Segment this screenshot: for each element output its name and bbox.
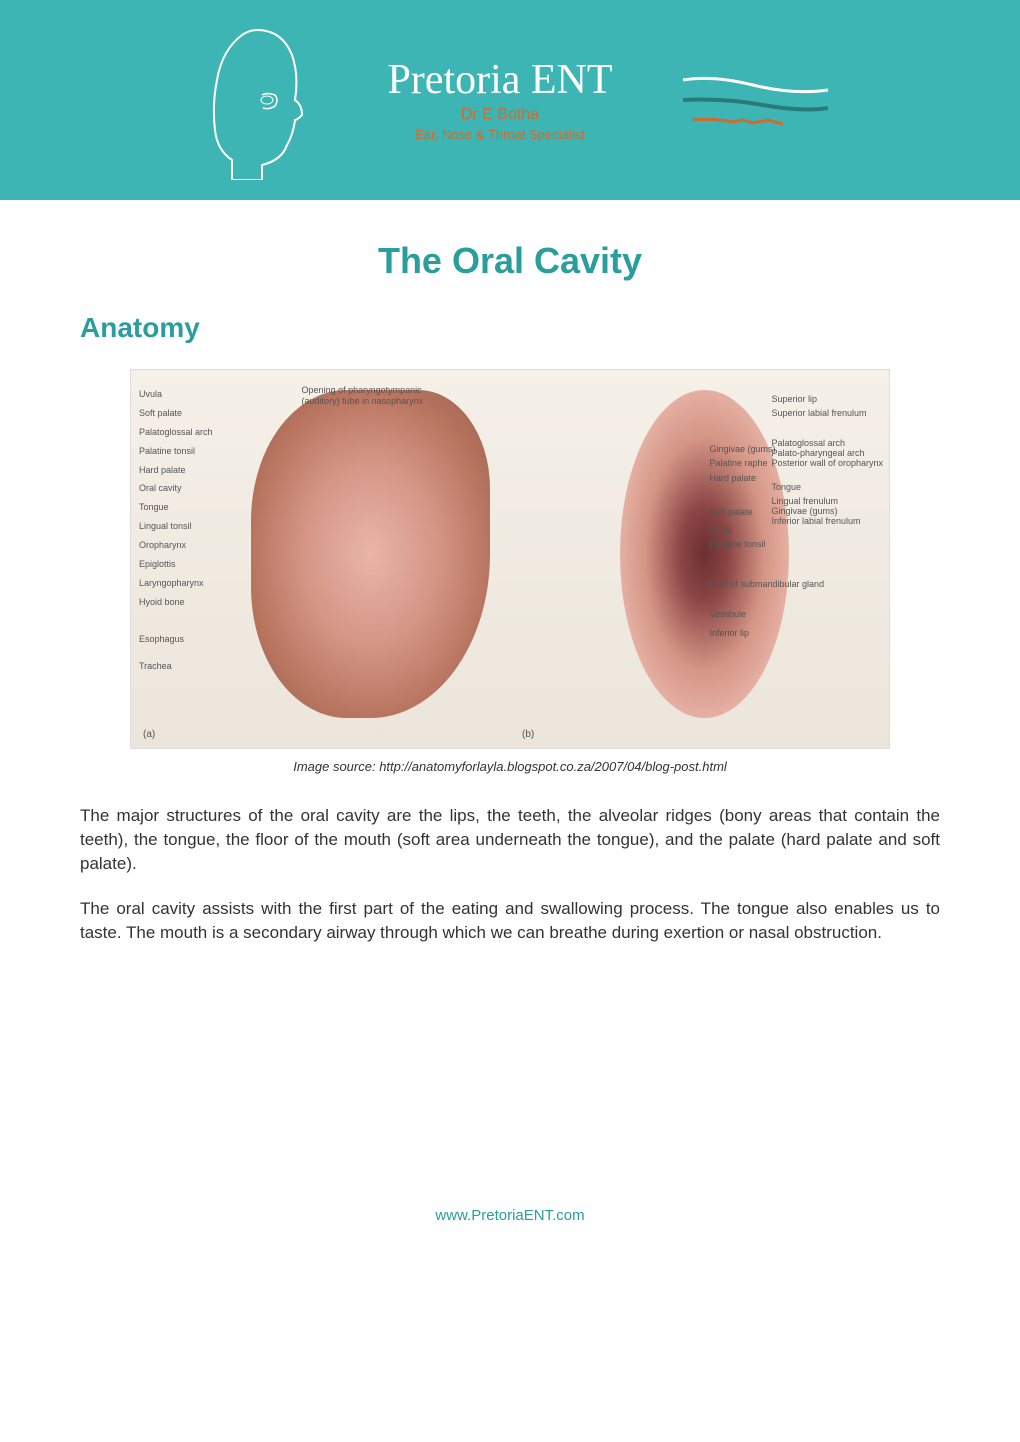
label: Inferior lip: [710, 624, 825, 643]
label: Duct of submandibular gland: [710, 580, 825, 590]
content-area: The Oral Cavity Anatomy Uvula Soft palat…: [0, 200, 1020, 1007]
panel-b-right-labels: Superior lip Superior labial frenulum Pa…: [771, 390, 883, 527]
logo-tagline: Ear, Nose & Throat Specialist: [387, 127, 612, 142]
label: Uvula: [139, 385, 213, 404]
page-title: The Oral Cavity: [80, 240, 940, 282]
label: Oropharynx: [139, 536, 213, 555]
anatomy-diagram: Uvula Soft palate Palatoglossal arch Pal…: [130, 369, 890, 749]
logo-subtitle: Dr E Botha: [387, 106, 612, 124]
label: Oral cavity: [139, 479, 213, 498]
label: Superior lip: [771, 390, 883, 409]
footer: www.PretoriaENT.com: [0, 1007, 1020, 1255]
label: Esophagus: [139, 630, 213, 649]
label: Hard palate: [139, 461, 213, 480]
diagram-panel-b: Gingivae (gums) Palatine raphe Hard pala…: [510, 370, 889, 748]
logo-main: Pretoria ENT: [387, 59, 612, 101]
label: Hyoid bone: [139, 593, 213, 612]
panel-label-b: (b): [522, 729, 534, 740]
label: Inferior labial frenulum: [771, 517, 883, 527]
label: Palatine tonsil: [139, 442, 213, 461]
header-content: Pretoria ENT Dr E Botha Ear, Nose & Thro…: [40, 20, 980, 180]
label: Laryngopharynx: [139, 574, 213, 593]
label: Posterior wall of oropharynx: [771, 459, 883, 469]
paragraph-1: The major structures of the oral cavity …: [80, 804, 940, 875]
label: Trachea: [139, 657, 213, 676]
label: Palatine tonsil: [710, 540, 825, 550]
label: Lingual tonsil: [139, 517, 213, 536]
diagram-container: Uvula Soft palate Palatoglossal arch Pal…: [80, 369, 940, 774]
sagittal-illustration: [251, 390, 490, 718]
paragraph-2: The oral cavity assists with the first p…: [80, 897, 940, 945]
diagram-panel-a: Uvula Soft palate Palatoglossal arch Pal…: [131, 370, 510, 748]
label: Tongue: [139, 498, 213, 517]
label: Vestibule: [710, 605, 825, 624]
profile-silhouette-icon: [187, 20, 327, 180]
header-decoration-icon: [673, 60, 833, 140]
panel-label-a: (a): [143, 729, 155, 740]
label: Palatoglossal arch: [139, 423, 213, 442]
label: Tongue: [771, 478, 883, 497]
label: Superior labial frenulum: [771, 409, 883, 419]
label: Soft palate: [139, 404, 213, 423]
image-caption: Image source: http://anatomyforlayla.blo…: [80, 759, 940, 774]
logo-text-block: Pretoria ENT Dr E Botha Ear, Nose & Thro…: [357, 59, 642, 142]
header-banner: Pretoria ENT Dr E Botha Ear, Nose & Thro…: [0, 0, 1020, 200]
left-labels: Uvula Soft palate Palatoglossal arch Pal…: [139, 385, 213, 675]
label: Epiglottis: [139, 555, 213, 574]
footer-link[interactable]: www.PretoriaENT.com: [435, 1207, 584, 1224]
section-title: Anatomy: [80, 312, 940, 344]
center-top-label: Opening of pharyngotympanic (auditory) t…: [302, 385, 442, 407]
